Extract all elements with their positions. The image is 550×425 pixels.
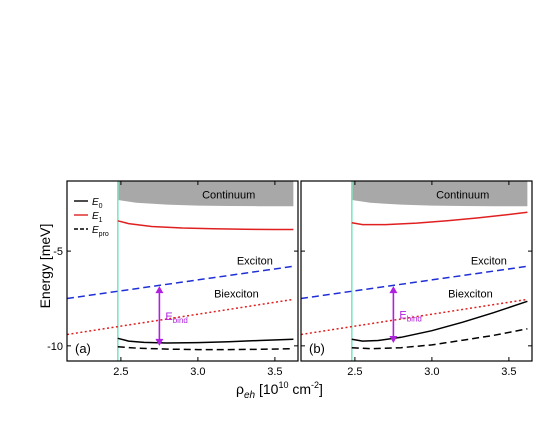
panel-b: Ebind Continuum Exciton Biexciton (b) 2.5 3.0 3… xyxy=(300,180,533,378)
ebind-label-main: E xyxy=(165,311,172,323)
continuum-band xyxy=(351,181,528,207)
series-e0-line xyxy=(117,337,294,344)
legend-label-sub: 1 xyxy=(99,217,103,224)
ebind-label: Ebind xyxy=(399,310,421,324)
ebind-label: Ebind xyxy=(165,311,187,325)
legend-label: E1 xyxy=(92,211,103,224)
series-epro-line xyxy=(117,346,294,351)
legend-label-symbol: E xyxy=(92,197,99,208)
ebind-arrow-head-down xyxy=(389,336,398,343)
x-tick-label: 3.0 xyxy=(190,366,205,378)
continuum-band xyxy=(117,181,294,207)
legend-label: Epro xyxy=(92,225,109,238)
legend-label: E0 xyxy=(92,197,103,210)
series-e1-line xyxy=(351,211,528,226)
y-tick-label: -10 xyxy=(47,341,63,353)
x-tick-label: 2.5 xyxy=(113,366,128,378)
x-axis-units-mid: cm xyxy=(288,381,311,397)
series-exciton-line xyxy=(67,265,294,300)
ebind-arrow-head-up xyxy=(155,286,164,294)
exciton-label: Exciton xyxy=(237,256,273,268)
series-e0-line xyxy=(351,300,528,342)
x-axis-units-post: ] xyxy=(319,381,323,397)
x-tick-label: 3.0 xyxy=(424,366,439,378)
ebind-label-sub: bind xyxy=(173,316,188,325)
x-axis-units-pre: [10 xyxy=(255,381,279,397)
panel-label: (b) xyxy=(309,341,325,356)
x-tick-label: 3.5 xyxy=(267,366,282,378)
legend-label-symbol: E xyxy=(92,225,99,236)
ebind-label-sub: bind xyxy=(407,315,422,324)
x-axis-rho: ρ xyxy=(236,381,244,397)
biexciton-label: Biexciton xyxy=(448,289,493,301)
x-axis-units-exp1: 10 xyxy=(278,380,288,390)
ebind-arrow-head-down xyxy=(155,338,164,346)
plot-area xyxy=(67,181,294,361)
series-epro-line xyxy=(351,328,528,350)
x-axis-units-exp2: -2 xyxy=(311,380,319,390)
ebind-arrow-head-up xyxy=(389,286,398,294)
x-tick-label: 2.5 xyxy=(347,366,362,378)
panel-frame xyxy=(300,180,533,362)
panel-a: Ebind Continuum Exciton Biexciton (a) 2.5 3.0 3… xyxy=(47,180,299,378)
x-axis-sub: eh xyxy=(244,390,256,401)
series-e1-line xyxy=(117,220,294,231)
continuum-label: Continuum xyxy=(202,189,255,201)
biexciton-label: Biexciton xyxy=(214,289,259,301)
panel-frame xyxy=(66,180,299,362)
series-biexciton-line xyxy=(67,298,294,336)
y-tick-label: -5 xyxy=(53,246,63,258)
legend-label-symbol: E xyxy=(92,211,99,222)
ebind-label-main: E xyxy=(399,310,406,322)
x-tick-label: 3.5 xyxy=(501,366,516,378)
x-axis-title: ρeh [1010 cm-2] xyxy=(236,380,323,401)
panel-label: (a) xyxy=(75,341,91,356)
plot-area xyxy=(301,181,528,361)
continuum-label: Continuum xyxy=(436,189,489,201)
exciton-label: Exciton xyxy=(471,256,507,268)
y-axis-title: Energy [meV] xyxy=(37,224,53,309)
series-biexciton-line xyxy=(301,298,528,336)
legend-label-sub: 0 xyxy=(99,203,103,210)
series-exciton-line xyxy=(301,265,528,300)
legend-label-sub: pro xyxy=(99,231,109,238)
